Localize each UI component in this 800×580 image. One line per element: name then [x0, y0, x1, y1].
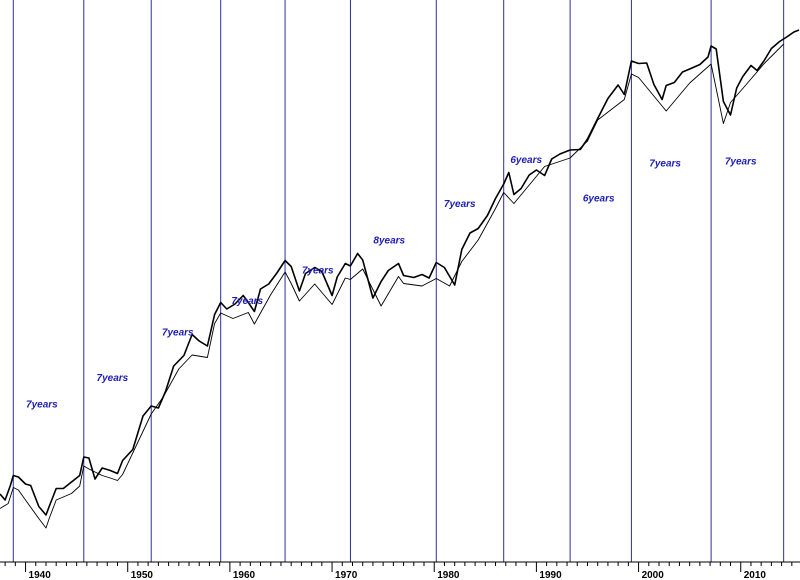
lower-trend-line: [0, 43, 785, 529]
tick-label-1950: 1950: [131, 570, 154, 580]
tick-label-1970: 1970: [335, 570, 358, 580]
series-layer: [0, 29, 800, 529]
cycle-lines: [12, 0, 785, 562]
cycle-label-3: 7years: [231, 296, 263, 307]
cycle-label-7: 6years: [510, 155, 542, 166]
cycle-label-2: 7years: [162, 328, 194, 339]
cycle-labels: 7years 7years 7years 7years 7years 8years 7yea…: [26, 155, 757, 411]
tick-label-1960: 1960: [233, 570, 256, 580]
cycle-label-8: 6years: [583, 194, 615, 205]
tick-label-2010: 2010: [744, 570, 767, 580]
index-price-line: [0, 29, 800, 516]
cycle-label-6: 7years: [444, 199, 476, 210]
tick-label-1990: 1990: [539, 570, 562, 580]
tick-label-1940: 1940: [29, 570, 52, 580]
cycle-label-0: 7years: [26, 400, 58, 411]
tick-label-2000: 2000: [642, 570, 665, 580]
cycle-label-9: 7years: [649, 159, 681, 170]
tick-label-1980: 1980: [437, 570, 460, 580]
cycle-label-4: 7years: [302, 266, 334, 277]
cycle-label-10: 7years: [725, 157, 757, 168]
x-axis-ticks: 1940 1950 1960 1970 1980 1990 2000 2010: [4, 562, 793, 580]
cycle-label-1: 7years: [97, 373, 129, 384]
cycle-label-5: 8years: [373, 236, 405, 247]
